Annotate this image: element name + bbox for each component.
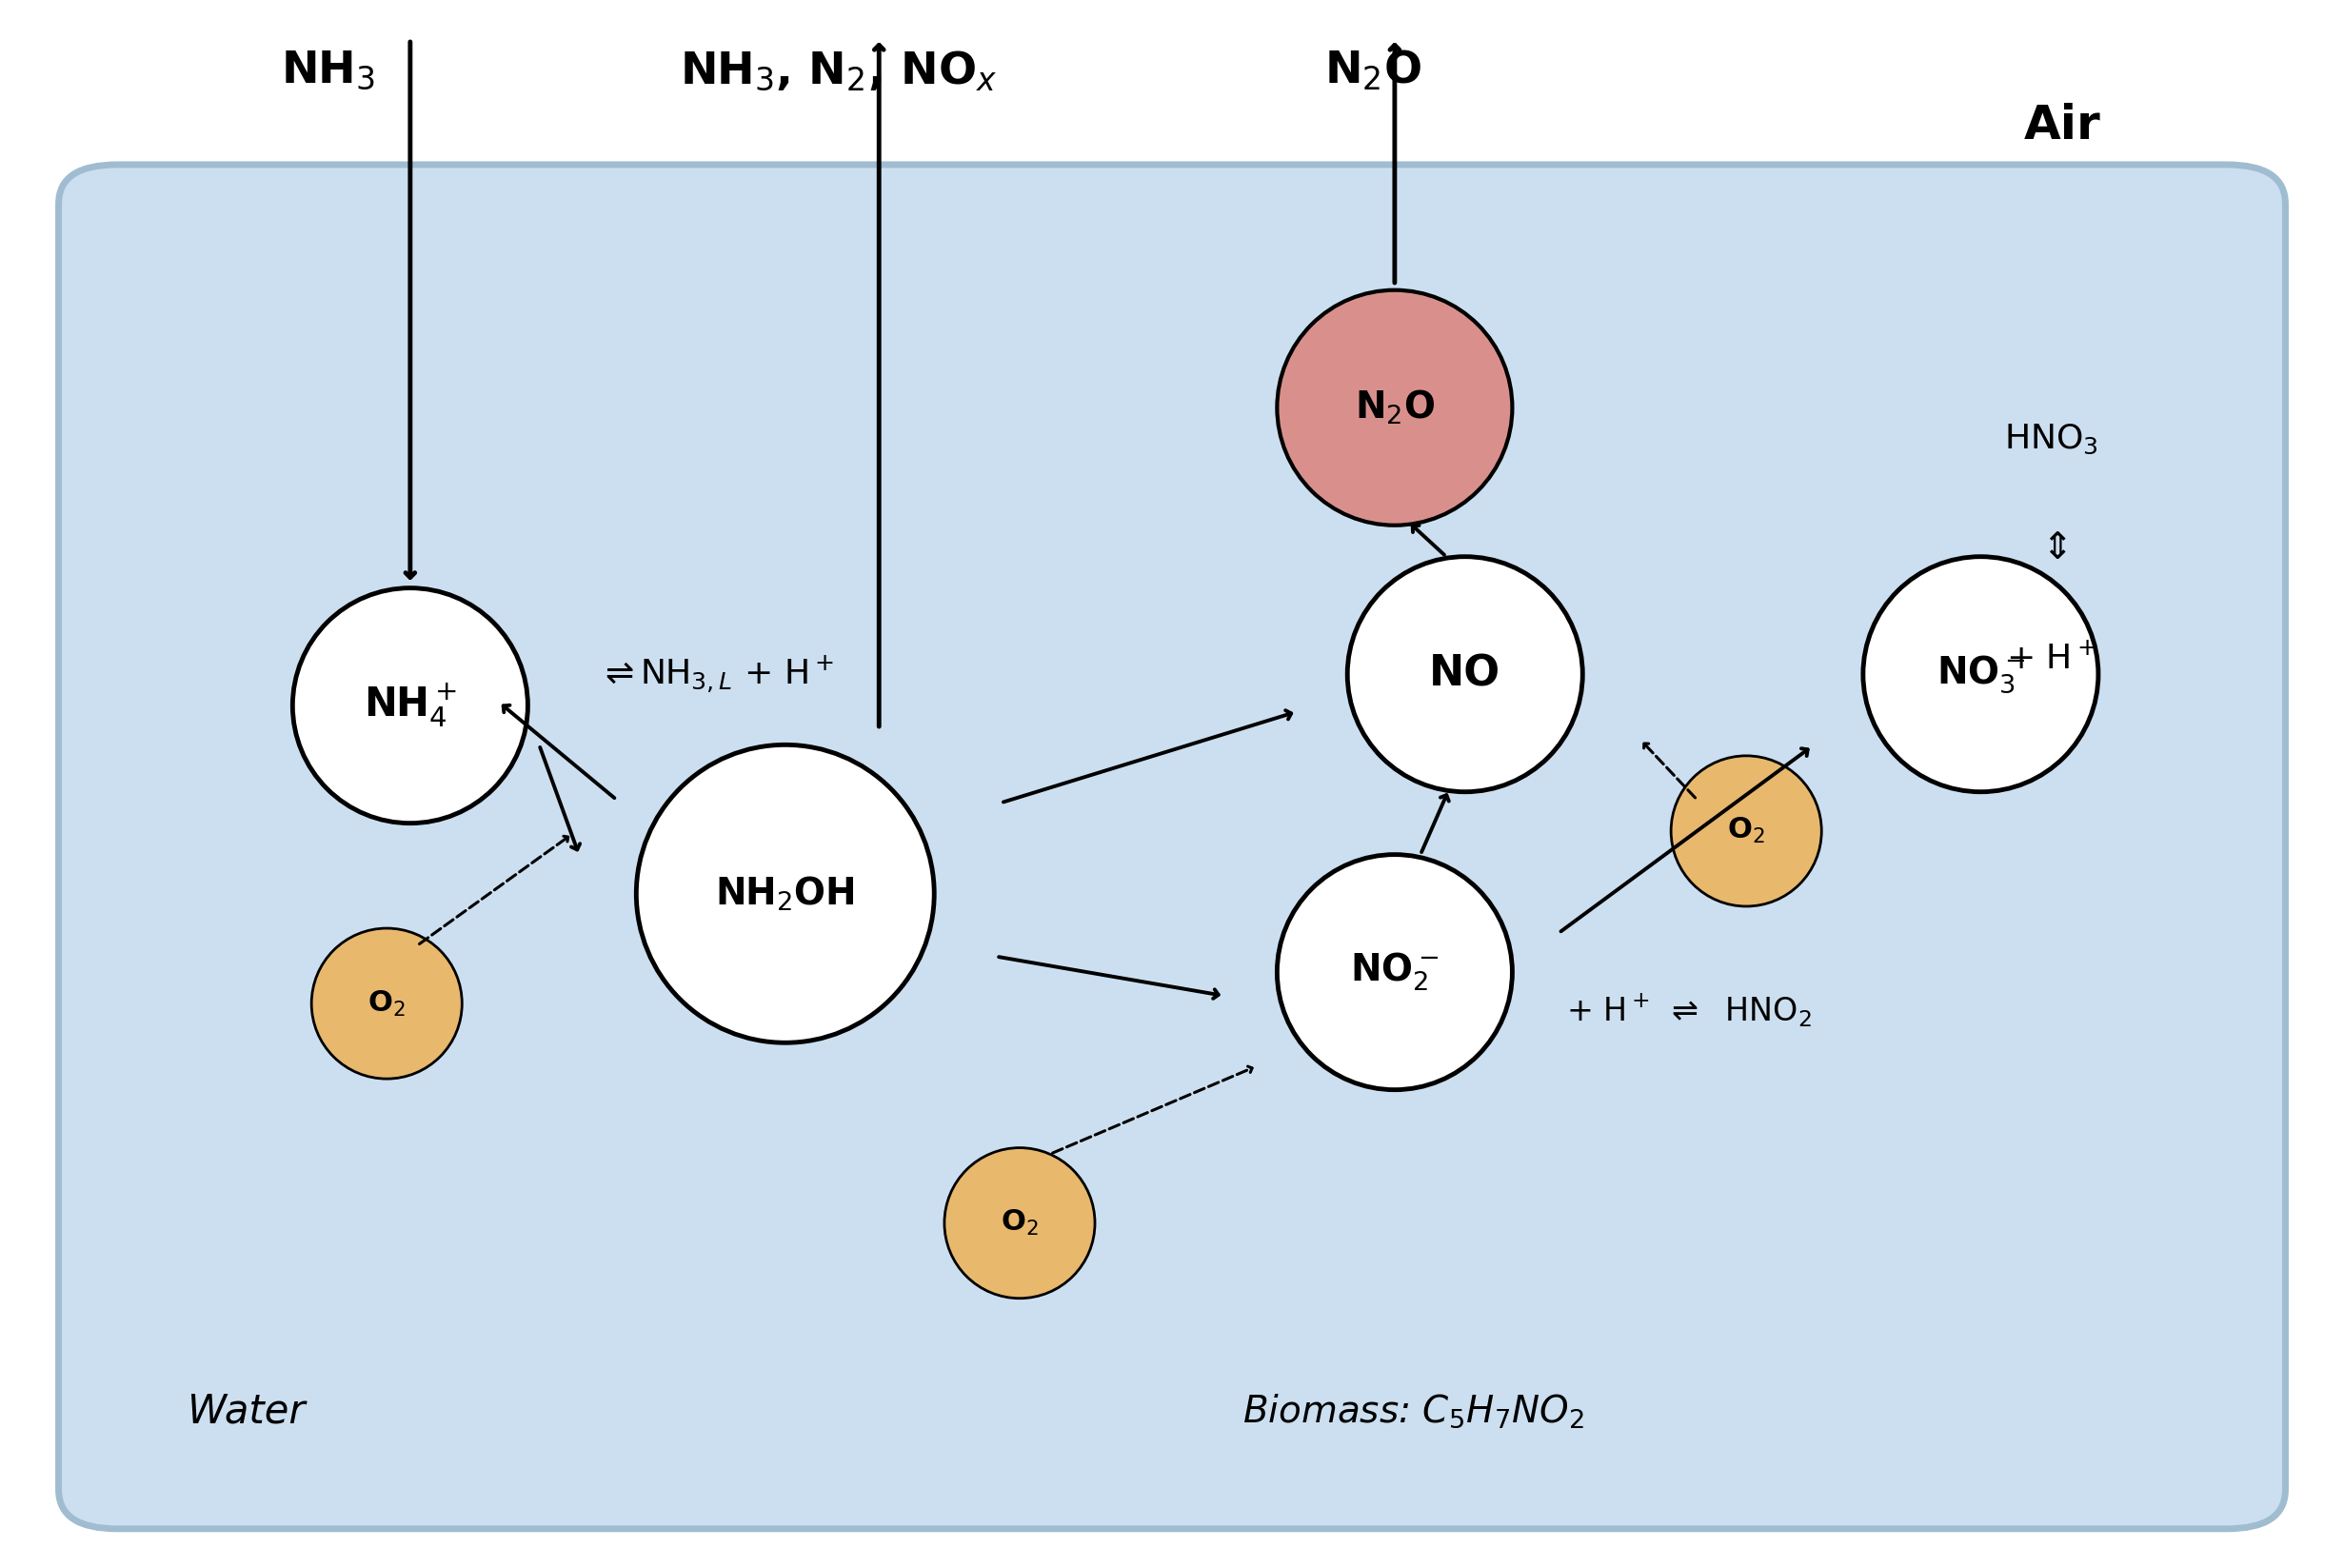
Text: O$_2$: O$_2$	[1001, 1209, 1038, 1237]
Ellipse shape	[312, 928, 462, 1079]
Text: NH$_4^+$: NH$_4^+$	[363, 682, 457, 729]
Text: N$_2$O: N$_2$O	[1355, 389, 1435, 426]
Text: + H$^+$: + H$^+$	[2006, 641, 2096, 676]
Ellipse shape	[1863, 557, 2098, 792]
Text: Air: Air	[2025, 102, 2100, 149]
Text: N$_2$O: N$_2$O	[1324, 49, 1420, 93]
Ellipse shape	[293, 588, 527, 823]
Ellipse shape	[1277, 855, 1512, 1090]
Text: Water: Water	[188, 1391, 305, 1432]
Text: O$_2$: O$_2$	[1728, 817, 1765, 845]
Text: O$_2$: O$_2$	[368, 989, 406, 1018]
Text: + H$^+$ $\rightleftharpoons$  HNO$_2$: + H$^+$ $\rightleftharpoons$ HNO$_2$	[1566, 993, 1812, 1030]
Text: NO$_3^-$: NO$_3^-$	[1936, 654, 2025, 695]
Text: Biomass: C$_5$H$_7$NO$_2$: Biomass: C$_5$H$_7$NO$_2$	[1242, 1392, 1585, 1430]
Ellipse shape	[1277, 290, 1512, 525]
Text: NO$_2^-$: NO$_2^-$	[1350, 950, 1439, 994]
Text: $\Updownarrow$: $\Updownarrow$	[2035, 530, 2067, 568]
Text: NH$_2$OH: NH$_2$OH	[715, 875, 856, 913]
Ellipse shape	[1671, 756, 1821, 906]
Text: HNO$_3$: HNO$_3$	[2004, 422, 2098, 456]
FancyBboxPatch shape	[59, 165, 2285, 1529]
Ellipse shape	[635, 745, 935, 1043]
Text: NO: NO	[1430, 654, 1500, 695]
Ellipse shape	[1348, 557, 1582, 792]
Text: NH$_3$: NH$_3$	[281, 49, 375, 93]
Ellipse shape	[945, 1148, 1095, 1298]
Text: $\rightleftharpoons$NH$_{3,L}$ + H$^+$: $\rightleftharpoons$NH$_{3,L}$ + H$^+$	[598, 654, 834, 695]
Text: NH$_3$, N$_2$, NO$_x$: NH$_3$, N$_2$, NO$_x$	[680, 49, 996, 93]
